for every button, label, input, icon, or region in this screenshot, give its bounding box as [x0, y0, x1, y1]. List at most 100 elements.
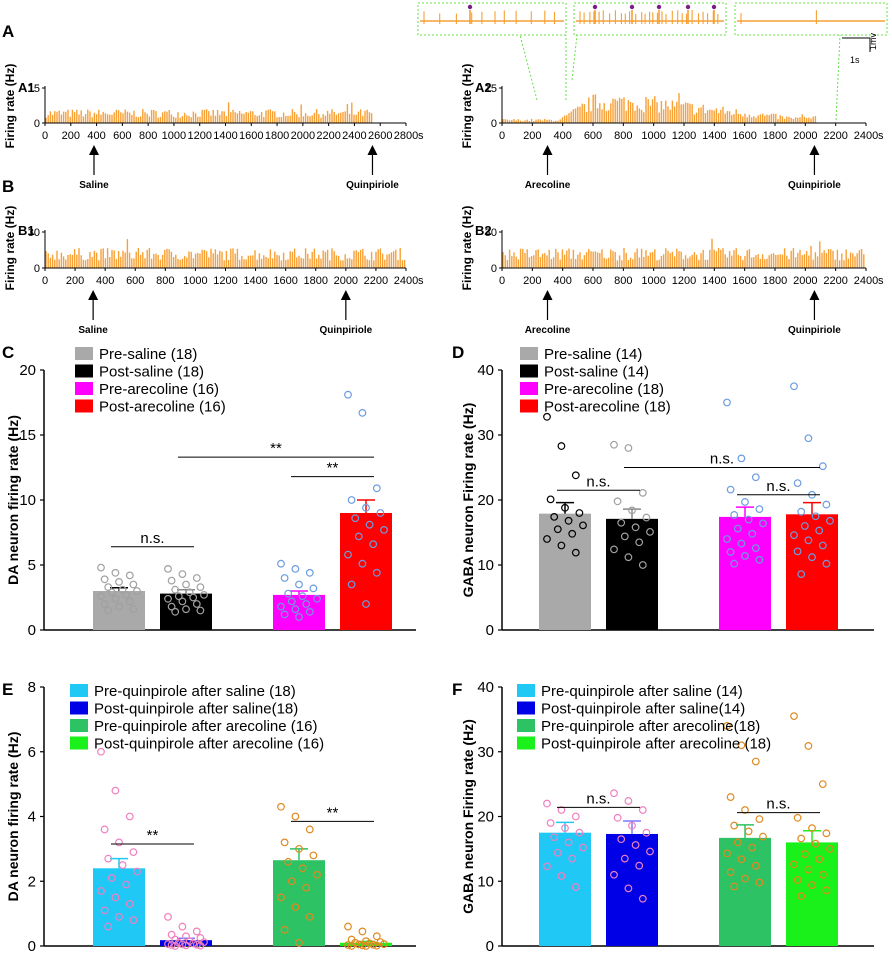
x-tick-label: 1600 [273, 275, 297, 287]
data-point [638, 488, 647, 497]
significance-label: n.s. [140, 530, 164, 547]
x-tick-label: 2000 [334, 275, 358, 287]
data-point [291, 605, 300, 614]
event-arrowhead [542, 145, 553, 155]
data-point [97, 887, 105, 895]
data-point [280, 574, 289, 582]
panel-letter-e: E [2, 680, 13, 699]
data-point [291, 565, 300, 573]
data-point [822, 886, 831, 895]
data-point [192, 574, 201, 582]
data-point [804, 434, 813, 443]
burst-dot [592, 4, 598, 10]
y-tick-label: 20 [477, 809, 494, 826]
y-tick-label: 10 [477, 557, 494, 574]
legend-swatch [520, 347, 538, 360]
x-tick-label: 1200 [672, 130, 696, 142]
x-tick-label: 0 [42, 130, 48, 142]
x-tick-label: 200 [62, 130, 80, 142]
data-point [305, 607, 314, 616]
x-tick-label: 400 [553, 130, 571, 142]
data-point [167, 576, 176, 585]
legend-swatch [70, 719, 88, 732]
scale-bar-h-label: 1s [850, 55, 860, 65]
y-tick-label: 15 [28, 83, 40, 95]
data-point [811, 839, 820, 848]
data-point [178, 940, 187, 949]
data-point [800, 850, 809, 858]
x-tick-label: 2800 [394, 130, 418, 142]
event-arrowhead [88, 290, 99, 300]
burst-dot [467, 4, 473, 10]
data-point [115, 838, 123, 847]
inset-connector [835, 34, 841, 121]
y-tick-label: 10 [19, 492, 36, 509]
data-point [133, 587, 141, 595]
data-point [104, 854, 113, 863]
bar [539, 832, 591, 946]
data-point [122, 591, 131, 599]
data-point [800, 522, 809, 530]
data-point [744, 515, 753, 524]
data-point [344, 941, 352, 949]
data-point [613, 497, 622, 506]
bar-chart-f: 0 10 20 30 40 GABA neuron Firing rate (Hz) n.s… [460, 679, 874, 954]
y-tick-label: 0 [34, 118, 40, 130]
data-point [730, 559, 739, 568]
bar [606, 833, 658, 946]
y-axis-label: GABA neuron Firing rate (Hz) [460, 403, 476, 598]
x-tick-label: 0 [499, 130, 505, 142]
inset-box-1 [417, 2, 567, 36]
data-point [280, 838, 289, 847]
x-tick-label: 2000 [793, 275, 817, 287]
x-tick-label: 800 [614, 130, 632, 142]
data-point [543, 412, 551, 421]
data-point [291, 812, 300, 821]
y-tick-label: 8 [28, 679, 36, 696]
data-point [793, 547, 802, 556]
data-point [822, 500, 831, 509]
y-tick-label: 20 [477, 492, 494, 509]
data-point [118, 861, 127, 869]
data-point [164, 912, 172, 921]
data-point [620, 854, 629, 863]
bar [606, 518, 658, 630]
data-point [129, 848, 138, 857]
x-tick-label: 2200 [364, 275, 388, 287]
significance-label: ** [327, 460, 339, 477]
data-point [646, 527, 654, 536]
x-unit: s [878, 130, 884, 142]
data-point [351, 514, 360, 523]
y-axis-label: Firing rate (Hz) [3, 206, 17, 291]
x-tick-label: 1800 [304, 275, 328, 287]
data-point [171, 942, 180, 950]
data-point [568, 529, 577, 538]
data-point [635, 861, 644, 870]
y-tick-label: 0 [28, 622, 36, 639]
y-tick-label: 15 [485, 83, 497, 95]
x-tick-label: 200 [523, 275, 541, 287]
data-point [730, 882, 739, 891]
event-label: Quinpiriole [788, 325, 841, 336]
data-point [631, 523, 640, 532]
data-point [818, 870, 827, 879]
data-point [741, 874, 749, 883]
significance-label: n.s. [766, 478, 790, 495]
data-point [733, 838, 742, 847]
event-arrowhead [367, 145, 378, 155]
event-arrowhead [542, 290, 553, 300]
data-point [305, 825, 314, 834]
data-point [171, 607, 180, 616]
x-tick-label: 1600 [732, 275, 756, 287]
data-point [642, 828, 651, 837]
data-point [178, 597, 187, 606]
data-point [553, 525, 562, 534]
data-point [646, 847, 654, 856]
data-point [797, 892, 806, 901]
data-point [125, 900, 134, 908]
data-point [790, 531, 798, 539]
inset-box-2 [573, 2, 727, 36]
scale-bar-v-label: 1mv [868, 32, 878, 50]
data-point [182, 941, 190, 950]
data-point [372, 941, 381, 950]
